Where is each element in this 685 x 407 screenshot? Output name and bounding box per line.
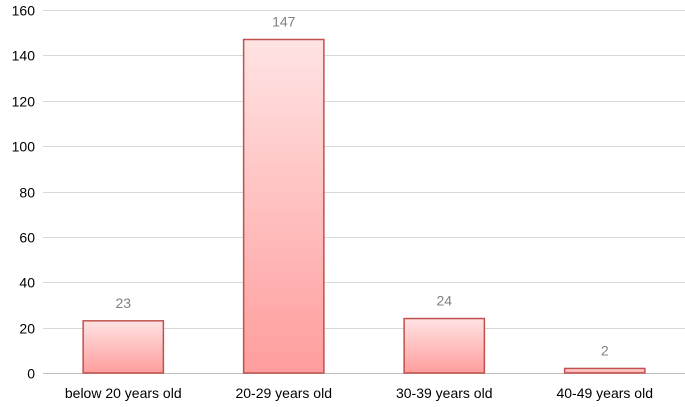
bars xyxy=(82,38,646,374)
y-tick-label: 100 xyxy=(12,139,36,155)
bar xyxy=(563,367,646,374)
y-tick-label: 140 xyxy=(12,48,36,64)
y-tick-label: 120 xyxy=(12,94,36,110)
data-label: 2 xyxy=(601,342,609,358)
bar xyxy=(242,38,325,374)
y-axis-tick-labels: 0 20 40 60 80 100 120 140 160 xyxy=(12,3,36,382)
y-tick-label: 0 xyxy=(27,366,35,382)
gridlines xyxy=(43,10,685,374)
y-tick-label: 80 xyxy=(19,185,35,201)
x-axis-category-labels: below 20 years old 20-29 years old 30-39 y… xyxy=(65,385,653,401)
y-tick-label: 60 xyxy=(19,230,35,246)
x-category-label: 40-49 years old xyxy=(556,385,653,401)
data-label: 24 xyxy=(436,293,452,309)
y-tick-label: 160 xyxy=(12,3,36,19)
data-label: 147 xyxy=(272,13,296,29)
y-tick-label: 40 xyxy=(19,275,35,291)
x-category-label: 30-39 years old xyxy=(396,385,493,401)
x-category-label: 20-29 years old xyxy=(235,385,332,401)
data-labels: 23 147 24 2 xyxy=(115,13,608,358)
bar xyxy=(403,317,486,374)
y-tick-label: 20 xyxy=(19,321,35,337)
bar xyxy=(82,320,165,374)
x-category-label: below 20 years old xyxy=(65,385,182,401)
data-label: 23 xyxy=(115,295,131,311)
